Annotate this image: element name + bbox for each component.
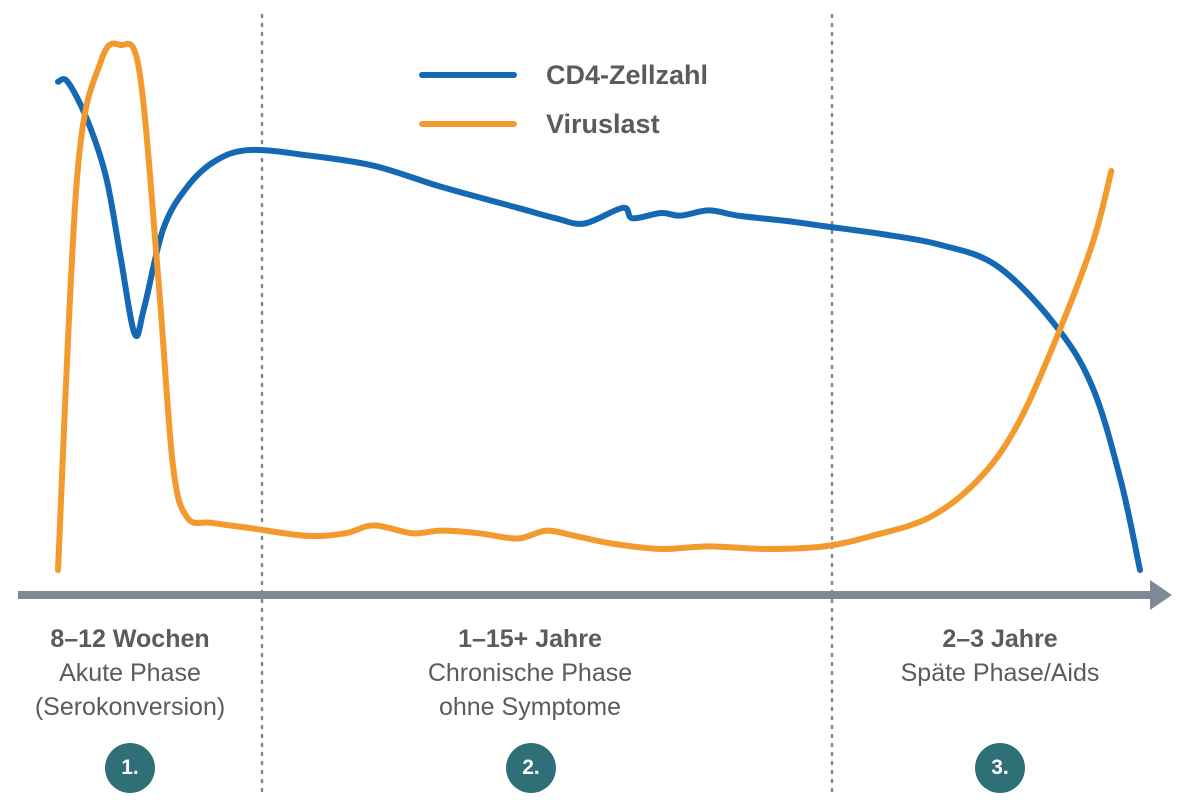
legend: CD4-Zellzahl Viruslast <box>419 60 708 139</box>
phase-acute-duration: 8–12 Wochen <box>50 625 210 653</box>
phase-badge-2: 2. <box>506 743 556 793</box>
x-axis-arrow-icon <box>1150 580 1172 610</box>
phase-chronic-title: Chronische Phase <box>427 659 633 687</box>
phase-late: 2–3 Jahre Späte Phase/Aids <box>860 622 1140 690</box>
legend-label-cd4: CD4-Zellzahl <box>546 60 708 90</box>
phase-chronic: 1–15+ Jahre Chronische Phase ohne Sympto… <box>390 622 670 724</box>
series-line-cd4 <box>55 76 1143 573</box>
phase-acute-subtitle: (Serokonversion) <box>34 693 226 721</box>
legend-label-viral-load: Viruslast <box>546 109 660 139</box>
phase-late-title: Späte Phase/Aids <box>900 659 1100 687</box>
series-line-viral-load <box>55 40 1115 573</box>
phase-chronic-duration: 1–15+ Jahre <box>458 625 602 653</box>
phase-badge-1: 1. <box>105 743 155 793</box>
phase-chronic-subtitle: ohne Symptome <box>438 693 622 721</box>
phase-acute-title: Akute Phase <box>59 659 201 687</box>
phase-badge-3: 3. <box>975 743 1025 793</box>
phase-late-duration: 2–3 Jahre <box>942 625 1058 653</box>
phase-acute: 8–12 Wochen Akute Phase (Serokonversion) <box>15 622 245 724</box>
